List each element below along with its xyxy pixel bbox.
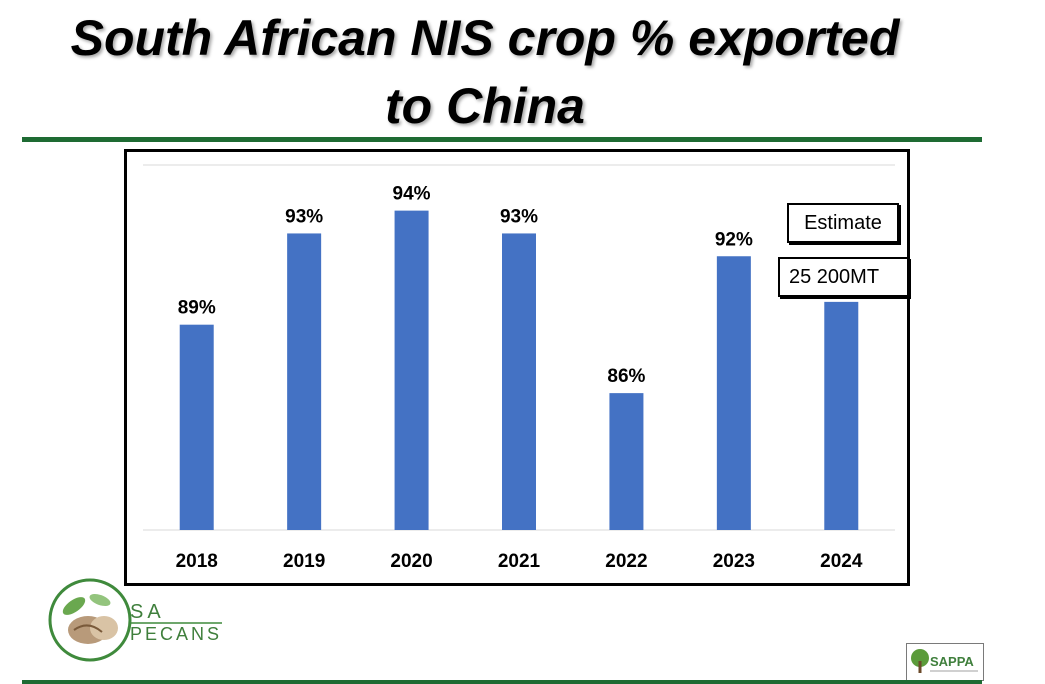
title-line-2: to China: [385, 78, 585, 134]
data-label-2018: 89%: [178, 298, 216, 319]
data-label-2023: 92%: [715, 229, 753, 250]
data-label-2019: 93%: [285, 206, 323, 227]
bar-2024: [824, 301, 859, 530]
footer-divider: [22, 680, 982, 684]
bar-2019: [287, 233, 322, 530]
chart-frame: 89% 2018 93% 2019 94% 2020 93% 2021 86% 2022 92% 20…: [124, 149, 910, 586]
tonnage-callout: 25 200MT: [778, 257, 909, 297]
slide-title: South African NIS crop % exported to Chi…: [30, 4, 940, 140]
sa-logo-text-top: SA: [130, 601, 165, 623]
x-tick-label-2018: 2018: [176, 551, 218, 572]
bar-chart: 89% 2018 93% 2019 94% 2020 93% 2021 86% 2022 92% 20…: [143, 164, 895, 572]
title-line-1: South African NIS crop % exported: [70, 10, 900, 66]
data-label-2021: 93%: [500, 206, 538, 227]
bar-2021: [502, 233, 536, 530]
x-tick-label-2021: 2021: [498, 551, 541, 572]
x-tick-label-2023: 2023: [713, 551, 755, 572]
bar-2022: [609, 393, 644, 530]
title-divider: [22, 137, 982, 142]
bar-2023: [716, 256, 751, 530]
sa-logo-text-bottom: PECANS: [130, 624, 222, 644]
sa-pecans-logo: SA PECANS: [48, 578, 222, 662]
data-label-2022: 86%: [607, 366, 645, 387]
x-tick-label-2020: 2020: [390, 551, 432, 572]
x-tick-label-2019: 2019: [283, 551, 325, 572]
sappa-logo: SAPPA: [906, 643, 984, 681]
x-tick-label-2022: 2022: [605, 551, 647, 572]
data-label-2020: 94%: [393, 184, 431, 205]
x-tick-label-2024: 2024: [820, 551, 863, 572]
bar-2020: [394, 210, 429, 530]
estimate-callout: Estimate: [787, 203, 899, 243]
sappa-logo-text: SAPPA: [930, 654, 974, 669]
bar-2018: [179, 324, 214, 530]
